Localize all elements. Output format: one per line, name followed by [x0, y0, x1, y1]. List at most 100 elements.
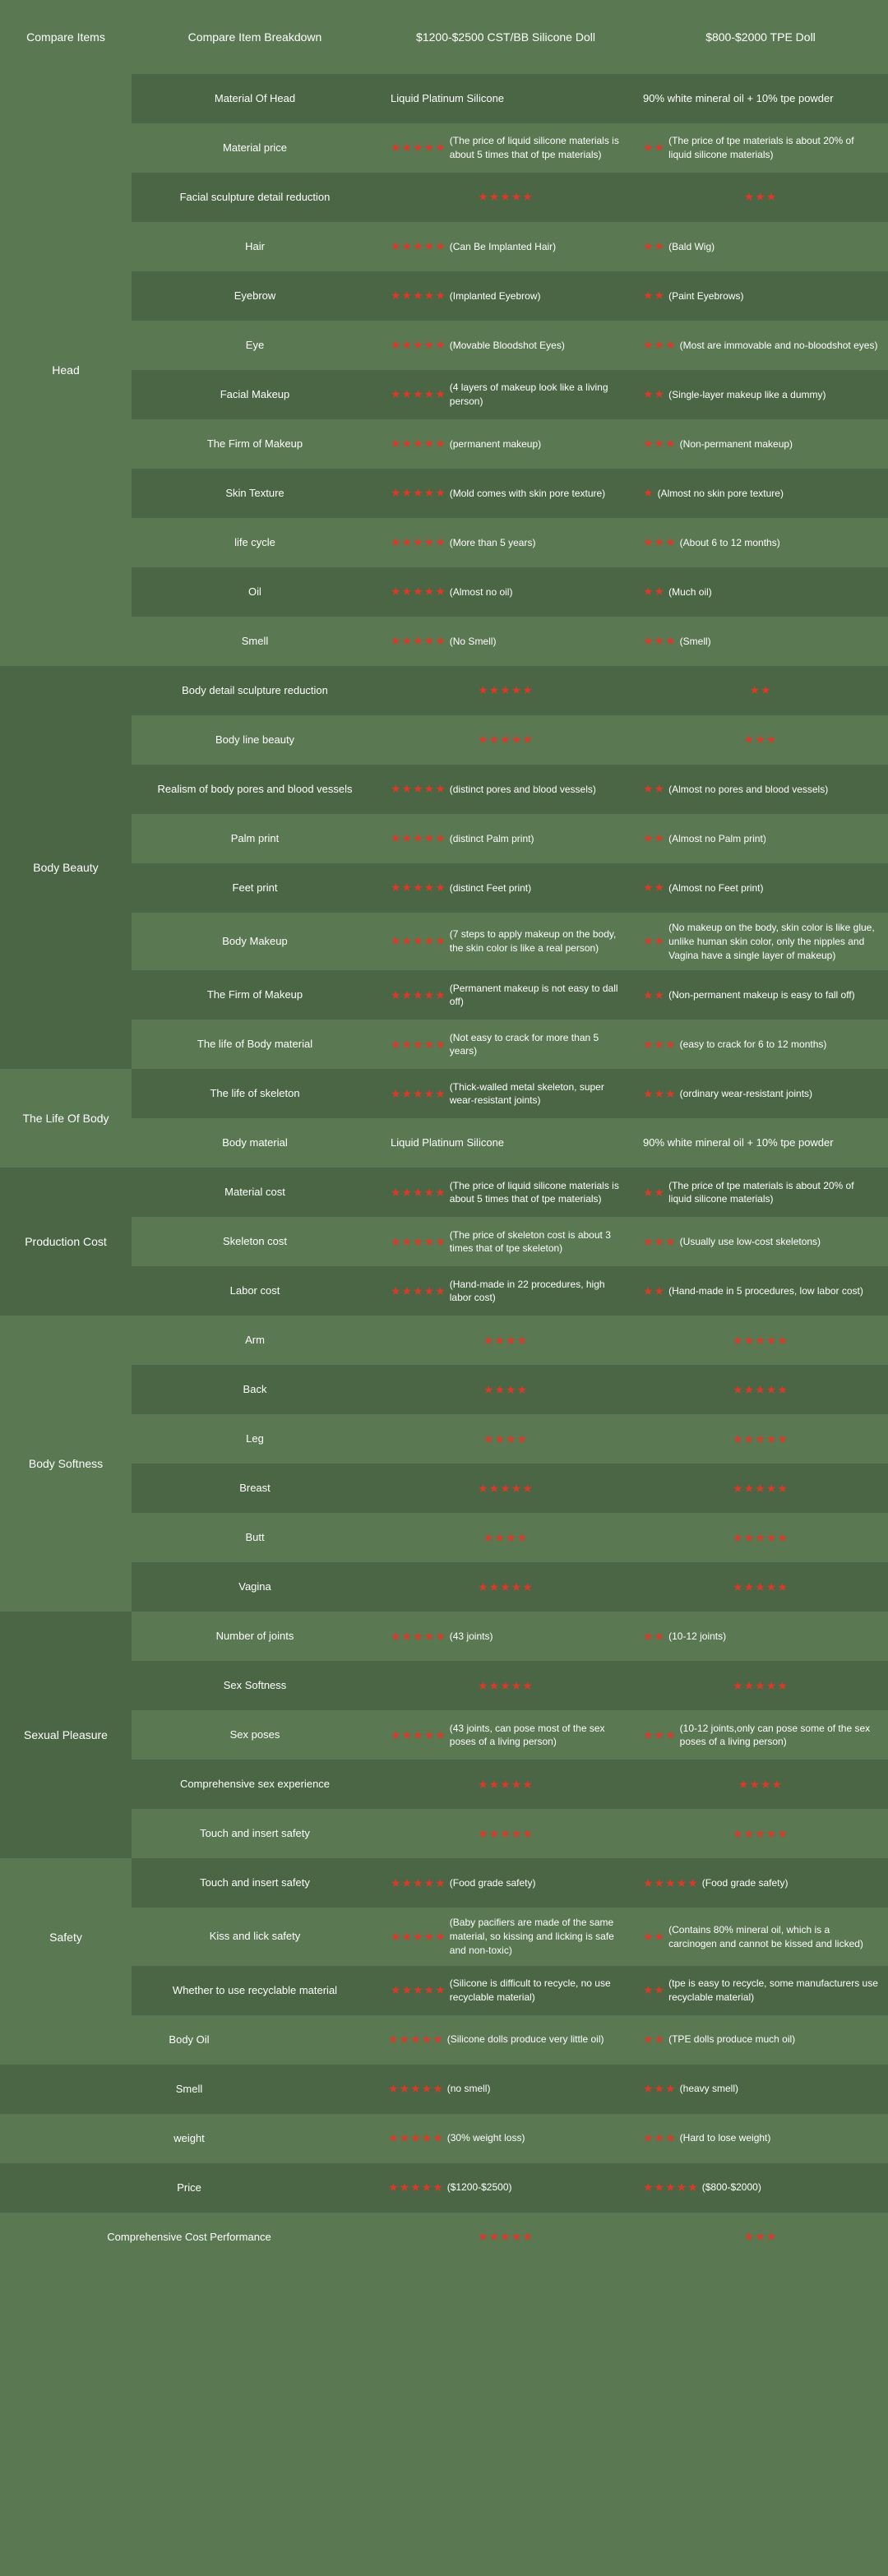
row-label: Whether to use recyclable material [132, 1966, 378, 2015]
cell-tpe: ★★★★★ [633, 1661, 888, 1710]
cell-tpe: ★★★ (Non-permanent makeup) [633, 419, 888, 469]
bottom-row: Comprehensive Cost Performance★★★★★★★★ [0, 2213, 888, 2262]
row-label: life cycle [132, 518, 378, 567]
row-label: Eyebrow [132, 271, 378, 321]
group-label: Body Beauty [0, 666, 132, 1069]
cell-silicone: ★★★★★ (distinct Palm print) [378, 814, 633, 863]
cell-silicone: ★★★★★ [378, 1562, 633, 1612]
cell-tpe: ★★★★★ [633, 1414, 888, 1464]
bottom-row: Smell★★★★★ (no smell)★★★ (heavy smell) [0, 2065, 888, 2114]
table-row: Material cost★★★★★ (The price of liquid … [132, 1168, 888, 1217]
cell-tpe: 90% white mineral oil + 10% tpe powder [633, 74, 888, 123]
cell-silicone: ★★★★ [378, 1316, 633, 1365]
row-label: Body line beauty [132, 715, 378, 765]
table-row: Facial Makeup★★★★★ (4 layers of makeup l… [132, 370, 888, 419]
table-row: Touch and insert safety★★★★★★★★★★ [132, 1809, 888, 1858]
group-rows: Touch and insert safety★★★★★ (Food grade… [132, 1858, 888, 2014]
cell-tpe: ★★ (No makeup on the body, skin color is… [633, 913, 888, 970]
table-row: Sex Softness★★★★★★★★★★ [132, 1661, 888, 1710]
row-label: Body Makeup [132, 913, 378, 970]
table-row: Back★★★★★★★★★ [132, 1365, 888, 1414]
row-label: Material Of Head [132, 74, 378, 123]
table-row: life cycle★★★★★ (More than 5 years)★★★ (… [132, 518, 888, 567]
comparison-table: Compare Items Compare Item Breakdown $12… [0, 0, 888, 2262]
group-rows: Material cost★★★★★ (The price of liquid … [132, 1168, 888, 1316]
cell-silicone: ★★★★★ [378, 1661, 633, 1710]
cell-silicone: ★★★★★ ($1200-$2500) [378, 2163, 633, 2213]
cell-tpe: ★★★★ [633, 1760, 888, 1809]
cell-silicone: ★★★★★ (Almost no oil) [378, 567, 633, 617]
cell-tpe: ★★★ (Hard to lose weight) [633, 2114, 888, 2163]
table-row: Material Of HeadLiquid Platinum Silicone… [132, 74, 888, 123]
cell-tpe: ★★★ (Most are immovable and no-bloodshot… [633, 321, 888, 370]
header-col0: Compare Items [0, 0, 132, 74]
cell-tpe: ★★★ [633, 2213, 888, 2262]
row-label: Vagina [132, 1562, 378, 1612]
cell-tpe: ★★★ [633, 173, 888, 222]
group-label: Production Cost [0, 1168, 132, 1316]
cell-tpe: ★★ (10-12 joints) [633, 1612, 888, 1661]
cell-silicone: ★★★★★ (Food grade safety) [378, 1858, 633, 1908]
cell-tpe: ★★ (Hand-made in 5 procedures, low labor… [633, 1266, 888, 1316]
cell-tpe: ★★★ (About 6 to 12 months) [633, 518, 888, 567]
row-label: Back [132, 1365, 378, 1414]
row-label: Facial sculpture detail reduction [132, 173, 378, 222]
cell-tpe: ★★★★★ [633, 1316, 888, 1365]
row-label: Smell [132, 617, 378, 666]
row-label: The Firm of Makeup [132, 419, 378, 469]
table-row: Skeleton cost★★★★★ (The price of skeleto… [132, 1217, 888, 1266]
row-label: Body material [132, 1118, 378, 1168]
table-row: Body Makeup★★★★★ (7 steps to apply makeu… [132, 913, 888, 970]
row-label: Skeleton cost [132, 1217, 378, 1266]
row-label: The life of Body material [132, 1020, 378, 1069]
row-label: Sex Softness [132, 1661, 378, 1710]
cell-silicone: ★★★★★ (30% weight loss) [378, 2114, 633, 2163]
table-row: Palm print★★★★★ (distinct Palm print)★★ … [132, 814, 888, 863]
cell-silicone: ★★★★★ (The price of skeleton cost is abo… [378, 1217, 633, 1266]
cell-silicone: ★★★★★ [378, 2213, 633, 2262]
cell-silicone: ★★★★★ (distinct pores and blood vessels) [378, 765, 633, 814]
cell-tpe: ★★ (Almost no Feet print) [633, 863, 888, 913]
group-rows: The life of skeleton★★★★★ (Thick-walled … [132, 1069, 888, 1168]
cell-silicone: ★★★★ [378, 1414, 633, 1464]
cell-tpe: ★★★★★ [633, 1464, 888, 1513]
cell-silicone: ★★★★★ (43 joints, can pose most of the s… [378, 1710, 633, 1760]
cell-silicone: ★★★★★ [378, 173, 633, 222]
row-label: Facial Makeup [132, 370, 378, 419]
header-col1: Compare Item Breakdown [132, 0, 378, 74]
row-label: Feet print [132, 863, 378, 913]
table-row: Sex poses★★★★★ (43 joints, can pose most… [132, 1710, 888, 1760]
row-label: The life of skeleton [132, 1069, 378, 1118]
cell-silicone: ★★★★★ (Movable Bloodshot Eyes) [378, 321, 633, 370]
cell-silicone: ★★★★★ (7 steps to apply makeup on the bo… [378, 913, 633, 970]
cell-silicone: ★★★★★ (Silicone dolls produce very littl… [378, 2015, 633, 2065]
cell-tpe: ★★ (The price of tpe materials is about … [633, 1168, 888, 1217]
row-label: Comprehensive sex experience [132, 1760, 378, 1809]
cell-silicone: ★★★★★ (4 layers of makeup look like a li… [378, 370, 633, 419]
cell-silicone: ★★★★ [378, 1513, 633, 1562]
cell-silicone: ★★★★★ [378, 1464, 633, 1513]
table-row: Touch and insert safety★★★★★ (Food grade… [132, 1858, 888, 1908]
table-row: The Firm of Makeup★★★★★ (Permanent makeu… [132, 970, 888, 1020]
table-row: Feet print★★★★★ (distinct Feet print)★★ … [132, 863, 888, 913]
cell-tpe: ★★★★★ [633, 1562, 888, 1612]
cell-silicone: ★★★★★ (The price of liquid silicone mate… [378, 1168, 633, 1217]
cell-silicone: ★★★★★ (Not easy to crack for more than 5… [378, 1020, 633, 1069]
table-row: Realism of body pores and blood vessels★… [132, 765, 888, 814]
cell-tpe: ★★★★★ [633, 1809, 888, 1858]
row-label: Arm [132, 1316, 378, 1365]
table-row: Number of joints★★★★★ (43 joints)★★ (10-… [132, 1612, 888, 1661]
group-label: Safety [0, 1858, 132, 2014]
cell-silicone: ★★★★★ (The price of liquid silicone mate… [378, 123, 633, 173]
row-label: Realism of body pores and blood vessels [132, 765, 378, 814]
row-label: Body detail sculpture reduction [132, 666, 378, 715]
table-row: Eye★★★★★ (Movable Bloodshot Eyes)★★★ (Mo… [132, 321, 888, 370]
bottom-row-label: Body Oil [0, 2015, 378, 2065]
cell-silicone: ★★★★★ (43 joints) [378, 1612, 633, 1661]
table-row: Breast★★★★★★★★★★ [132, 1464, 888, 1513]
table-row: Vagina★★★★★★★★★★ [132, 1562, 888, 1612]
group-label: Body Softness [0, 1316, 132, 1612]
cell-silicone: ★★★★★ (Implanted Eyebrow) [378, 271, 633, 321]
table-row: Labor cost★★★★★ (Hand-made in 22 procedu… [132, 1266, 888, 1316]
cell-silicone: Liquid Platinum Silicone [378, 1118, 633, 1168]
